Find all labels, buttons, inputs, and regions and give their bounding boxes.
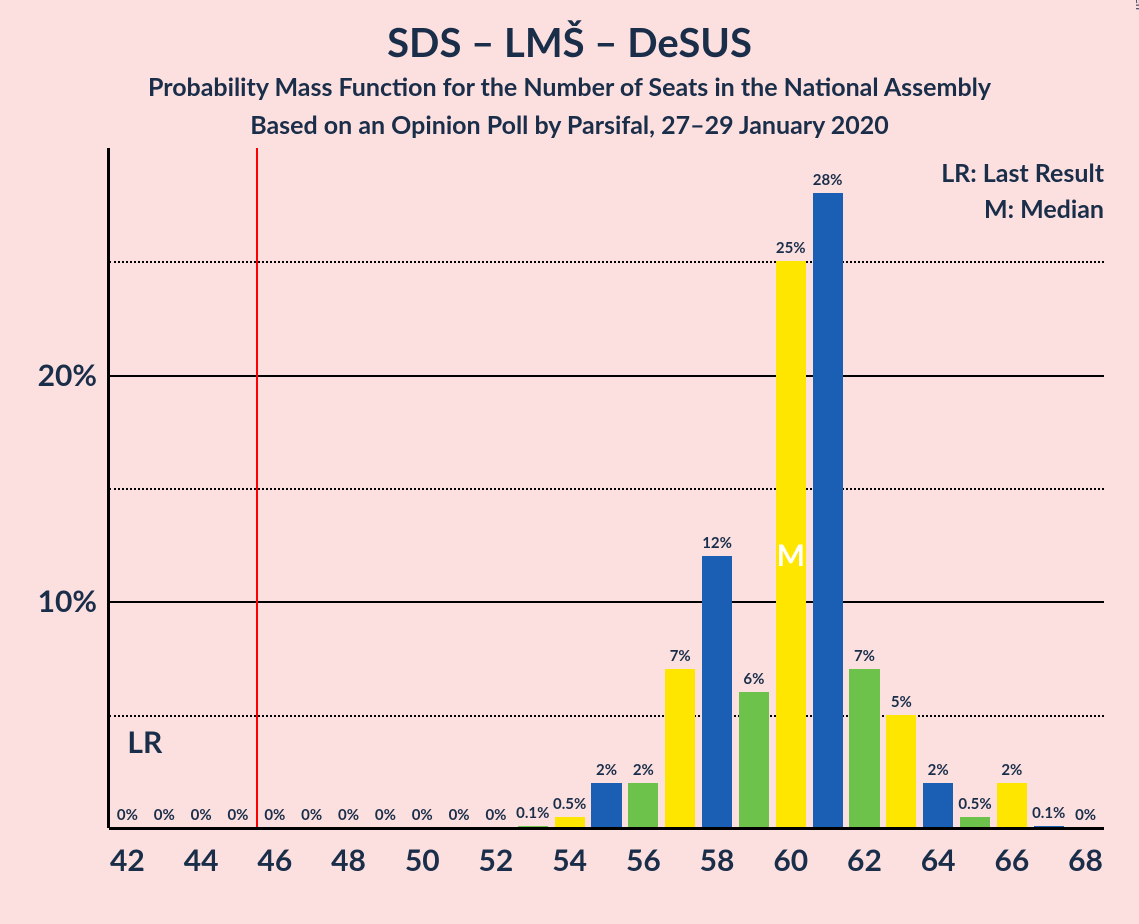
bar-value-label: 0.1% bbox=[1032, 804, 1065, 822]
x-tick-label: 48 bbox=[331, 842, 366, 878]
bar-value-label: 7% bbox=[670, 647, 691, 665]
bar bbox=[628, 783, 658, 828]
chart-subtitle-2: Based on an Opinion Poll by Parsifal, 27… bbox=[0, 110, 1139, 140]
bar bbox=[849, 669, 879, 828]
bar-value-label: 0% bbox=[338, 806, 359, 824]
y-axis bbox=[107, 148, 110, 828]
median-marker: M bbox=[777, 537, 805, 573]
x-tick-label: 56 bbox=[626, 842, 661, 878]
x-tick-label: 66 bbox=[994, 842, 1029, 878]
bar-value-label: 0% bbox=[154, 806, 175, 824]
bar-value-label: 0% bbox=[1075, 806, 1096, 824]
x-tick-label: 62 bbox=[847, 842, 882, 878]
bar-value-label: 0% bbox=[264, 806, 285, 824]
bar-value-label: 6% bbox=[743, 670, 764, 688]
bar-value-label: 12% bbox=[702, 534, 732, 552]
x-tick-label: 58 bbox=[700, 842, 735, 878]
bar-value-label: 0% bbox=[412, 806, 433, 824]
y-tick-label: 20% bbox=[38, 357, 97, 393]
x-tick-label: 52 bbox=[479, 842, 514, 878]
bar bbox=[591, 783, 621, 828]
x-axis bbox=[109, 827, 1104, 830]
x-tick-label: 50 bbox=[405, 842, 440, 878]
copyright-text: © 2020 Filip van Laenen bbox=[1133, 0, 1139, 10]
y-tick-label: 10% bbox=[38, 583, 97, 619]
x-tick-label: 42 bbox=[110, 842, 145, 878]
bar-value-label: 0% bbox=[117, 806, 138, 824]
bar-value-label: 0.5% bbox=[553, 795, 586, 813]
bar-value-label: 5% bbox=[891, 693, 912, 711]
bar-value-label: 2% bbox=[928, 761, 949, 779]
bar-value-label: 28% bbox=[813, 171, 843, 189]
bar-value-label: 2% bbox=[1001, 761, 1022, 779]
lr-line bbox=[256, 148, 258, 828]
x-tick-label: 44 bbox=[184, 842, 219, 878]
plot-area: 0%0%0%0%0%0%0%0%0%0%0%0.1%0.5%2%2%7%12%6… bbox=[109, 148, 1104, 828]
bar bbox=[813, 193, 843, 828]
bar bbox=[702, 556, 732, 828]
bar bbox=[739, 692, 769, 828]
bar bbox=[997, 783, 1027, 828]
bar-value-label: 25% bbox=[776, 239, 806, 257]
bar-value-label: 0% bbox=[191, 806, 212, 824]
x-tick-label: 68 bbox=[1068, 842, 1103, 878]
lr-label: LR bbox=[127, 724, 162, 760]
bar-value-label: 2% bbox=[596, 761, 617, 779]
bar-value-label: 0% bbox=[449, 806, 470, 824]
chart-title: SDS – LMŠ – DeSUS bbox=[0, 18, 1139, 66]
bar-value-label: 0% bbox=[485, 806, 506, 824]
x-tick-label: 54 bbox=[552, 842, 587, 878]
chart-subtitle-1: Probability Mass Function for the Number… bbox=[0, 72, 1139, 102]
bar bbox=[886, 715, 916, 828]
bar-value-label: 0.1% bbox=[516, 804, 549, 822]
bar bbox=[665, 669, 695, 828]
bar-value-label: 0% bbox=[227, 806, 248, 824]
bar-value-label: 2% bbox=[633, 761, 654, 779]
bar-value-label: 0.5% bbox=[958, 795, 991, 813]
bar-value-label: 0% bbox=[375, 806, 396, 824]
x-tick-label: 64 bbox=[921, 842, 956, 878]
bar-value-label: 0% bbox=[301, 806, 322, 824]
x-tick-label: 60 bbox=[773, 842, 808, 878]
chart-canvas: SDS – LMŠ – DeSUS Probability Mass Functi… bbox=[0, 0, 1139, 924]
bar bbox=[923, 783, 953, 828]
bar-value-label: 7% bbox=[854, 647, 875, 665]
x-tick-label: 46 bbox=[257, 842, 292, 878]
